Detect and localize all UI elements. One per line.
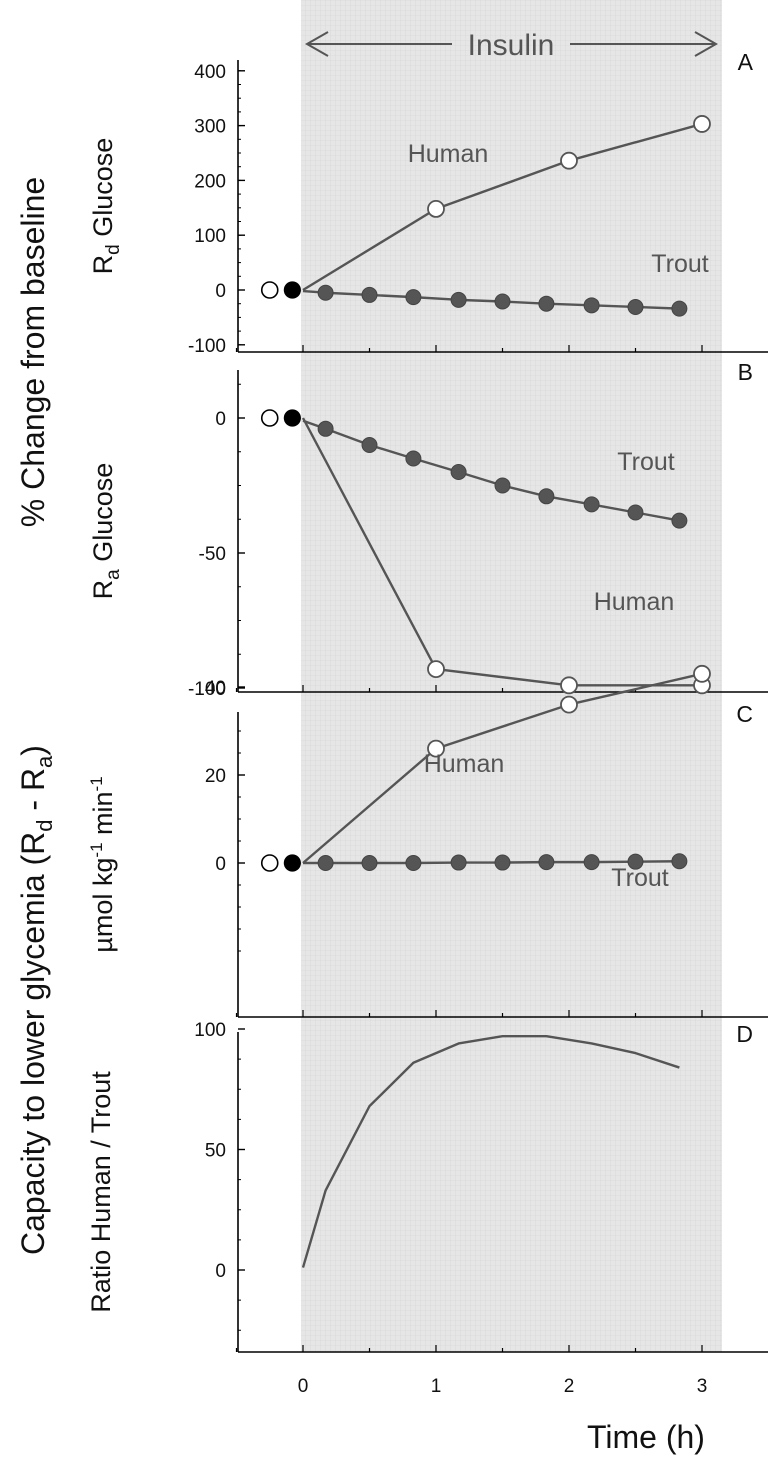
insulin-label: Insulin	[468, 29, 555, 62]
y-tick-label: -100	[188, 679, 226, 700]
y-tick-label: 300	[194, 117, 226, 138]
y-axis-label: Rd Glucose	[88, 138, 124, 275]
x-tick-label: 1	[431, 1376, 442, 1397]
x-tick-label: 2	[564, 1376, 575, 1397]
human-point	[560, 151, 578, 170]
series-label-trout: Trout	[611, 864, 668, 892]
trout-point	[671, 853, 688, 870]
series-line-trout	[302, 419, 680, 522]
human-baseline-point	[260, 281, 279, 299]
trout-point	[494, 293, 511, 310]
series-label-trout: Trout	[651, 250, 708, 278]
insulin-period-shade	[301, 0, 722, 1352]
y-tick-label: 40	[205, 678, 226, 699]
series-label-human: Human	[408, 140, 489, 168]
x-axis-title: Time (h)	[587, 1419, 705, 1455]
trout-point	[494, 854, 511, 871]
left-title-bottom: Capacity to lower glycemia (Rd - Ra)	[15, 745, 57, 1255]
trout-point	[317, 420, 334, 437]
panel-a: -100 0 100 200 300 400 A Rd Glucose Human Trout	[88, 49, 768, 357]
trout-point	[450, 291, 467, 308]
insulin-arrowhead-left	[304, 31, 329, 57]
x-tick-label: 0	[298, 1376, 309, 1397]
trout-point	[538, 488, 555, 505]
trout-point	[627, 298, 644, 315]
y-tick-label: 0	[215, 281, 226, 302]
y-tick-label: 400	[194, 62, 226, 83]
series-label-trout: Trout	[617, 448, 674, 476]
trout-point	[583, 854, 600, 871]
x-tick-label: 3	[697, 1376, 708, 1397]
series-line-trout	[302, 289, 680, 310]
y-tick-label: 100	[194, 226, 226, 247]
trout-baseline-point	[283, 409, 301, 427]
y-tick-label: 0	[215, 854, 226, 875]
series-line-ratio	[301, 1035, 680, 1268]
series-label-human: Human	[594, 588, 675, 616]
human-point	[693, 115, 711, 133]
trout-point	[317, 284, 334, 301]
panel-letter: C	[736, 701, 753, 727]
trout-point	[671, 300, 688, 317]
trout-point	[361, 855, 378, 871]
trout-baseline-point	[283, 281, 301, 299]
panel-letter: B	[738, 359, 753, 385]
trout-point	[361, 286, 378, 303]
human-point	[427, 199, 445, 218]
human-point	[560, 676, 578, 695]
y-tick-label: -100	[188, 336, 226, 357]
trout-point	[627, 853, 644, 870]
series-line-human	[302, 672, 703, 864]
left-title: % Change from baseline	[15, 177, 51, 527]
human-point	[427, 739, 445, 758]
trout-point	[538, 854, 555, 871]
panel-letter: D	[736, 1021, 753, 1047]
trout-point	[405, 289, 422, 306]
panel-b: -100 -50 0 B Ra Glucose Human Trout	[88, 359, 768, 700]
series-line-trout	[303, 860, 680, 865]
insulin-arrowhead-right	[694, 31, 719, 57]
human-point	[560, 695, 578, 714]
human-baseline-point	[260, 409, 279, 427]
y-tick-label: 0	[215, 409, 226, 430]
trout-point	[405, 855, 422, 871]
trout-point	[405, 450, 422, 467]
trout-point	[627, 504, 644, 521]
insulin-arrow	[304, 31, 719, 57]
y-tick-label: 50	[205, 1141, 226, 1162]
trout-point	[450, 464, 467, 480]
panel-d: 0 50 100 D Ratio Human / Trout	[86, 1020, 768, 1353]
human-baseline-point	[260, 854, 279, 872]
series-line-human	[301, 417, 702, 687]
y-axis-label: Ra Glucose	[88, 463, 124, 600]
y-tick-label: 20	[205, 766, 226, 787]
trout-baseline-point	[283, 854, 301, 872]
human-point	[693, 664, 711, 683]
trout-point	[361, 437, 378, 453]
trout-point	[671, 512, 688, 529]
series-label-human: Human	[424, 750, 505, 778]
y-axis-label: Ratio Human / Trout	[86, 1071, 116, 1313]
trout-point	[538, 295, 555, 312]
panel-letter: A	[738, 49, 754, 75]
y-tick-label: 100	[194, 1020, 226, 1041]
y-axis-label: µmol kg-1 min-1	[87, 776, 118, 952]
trout-point	[583, 496, 600, 513]
trout-point	[450, 854, 467, 871]
trout-point	[583, 297, 600, 314]
y-tick-label: -50	[199, 544, 226, 565]
y-tick-label: 0	[215, 1261, 226, 1282]
series-line-human	[302, 122, 703, 292]
human-point	[427, 660, 445, 678]
y-tick-label: 200	[194, 171, 226, 192]
trout-point	[494, 477, 511, 494]
x-axis: 0 1 2 3	[298, 1376, 708, 1397]
trout-point	[317, 855, 334, 871]
